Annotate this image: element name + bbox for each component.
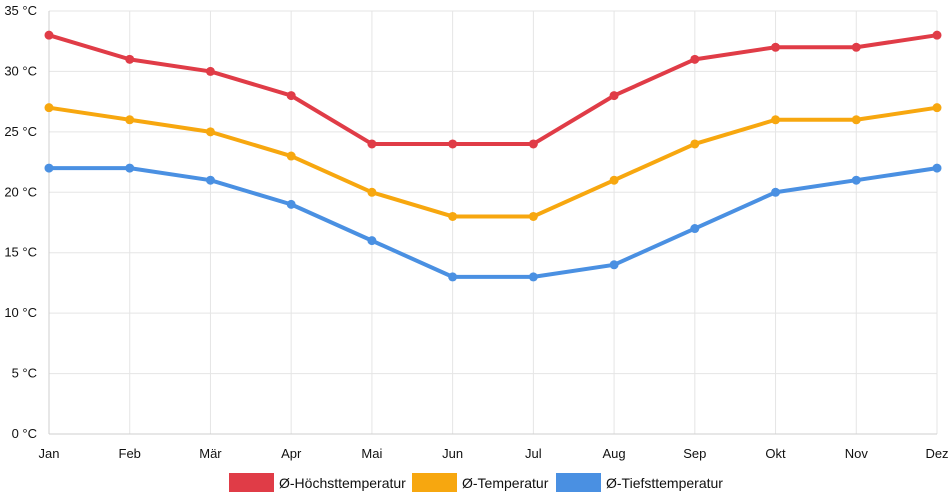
- y-tick-label: 5 °C: [12, 366, 37, 381]
- data-point[interactable]: [44, 30, 54, 40]
- y-tick-label: 20 °C: [4, 184, 37, 199]
- y-tick-label: 10 °C: [4, 305, 37, 320]
- data-point[interactable]: [367, 236, 377, 246]
- data-point[interactable]: [205, 175, 215, 185]
- legend-item[interactable]: Ø-Tiefsttemperatur: [556, 473, 723, 492]
- data-point[interactable]: [771, 115, 781, 125]
- legend-label: Ø-Tiefsttemperatur: [606, 475, 723, 491]
- x-axis-ticks: Jan Feb Mär Apr Mai Jun Jul Aug Sep Okt Nov Dez: [39, 446, 949, 461]
- data-point[interactable]: [528, 211, 538, 221]
- data-point[interactable]: [851, 42, 861, 52]
- y-tick-label: 30 °C: [4, 63, 37, 78]
- data-point[interactable]: [771, 42, 781, 52]
- data-point[interactable]: [528, 139, 538, 149]
- data-point[interactable]: [205, 66, 215, 76]
- data-point[interactable]: [609, 175, 619, 185]
- data-point[interactable]: [851, 115, 861, 125]
- x-tick-label: Jan: [39, 446, 60, 461]
- series-0: [44, 30, 942, 149]
- chart-series: [44, 30, 942, 282]
- y-tick-label: 15 °C: [4, 245, 37, 260]
- series-2: [44, 163, 942, 282]
- data-point[interactable]: [448, 139, 458, 149]
- x-tick-label: Mär: [199, 446, 222, 461]
- x-tick-label: Apr: [281, 446, 302, 461]
- y-tick-label: 35 °C: [4, 3, 37, 18]
- data-point[interactable]: [286, 151, 296, 161]
- data-point[interactable]: [367, 187, 377, 197]
- data-point[interactable]: [205, 127, 215, 137]
- legend-swatch: [556, 473, 601, 492]
- legend-label: Ø-Höchsttemperatur: [279, 475, 406, 491]
- data-point[interactable]: [690, 54, 700, 64]
- data-point[interactable]: [448, 211, 458, 221]
- legend-item[interactable]: Ø-Höchsttemperatur: [229, 473, 406, 492]
- data-point[interactable]: [286, 199, 296, 209]
- x-tick-label: Feb: [119, 446, 141, 461]
- data-point[interactable]: [932, 103, 942, 113]
- data-point[interactable]: [448, 272, 458, 282]
- data-point[interactable]: [44, 103, 54, 113]
- legend-swatch: [412, 473, 457, 492]
- y-axis-ticks: 0 °C 5 °C 10 °C 15 °C 20 °C 25 °C 30 °C 35 °C: [4, 3, 37, 441]
- legend-item[interactable]: Ø-Temperatur: [412, 473, 549, 492]
- x-tick-label: Sep: [683, 446, 706, 461]
- data-point[interactable]: [851, 175, 861, 185]
- data-point[interactable]: [932, 163, 942, 173]
- data-point[interactable]: [690, 224, 700, 234]
- x-tick-label: Dez: [925, 446, 948, 461]
- data-point[interactable]: [528, 272, 538, 282]
- x-tick-label: Mai: [361, 446, 382, 461]
- legend-label: Ø-Temperatur: [462, 475, 549, 491]
- x-tick-label: Jul: [525, 446, 542, 461]
- data-point[interactable]: [44, 163, 54, 173]
- data-point[interactable]: [125, 163, 135, 173]
- chart-legend: Ø-Höchsttemperatur Ø-Temperatur Ø-Tiefstte…: [229, 473, 723, 492]
- data-point[interactable]: [690, 139, 700, 149]
- x-tick-label: Okt: [765, 446, 786, 461]
- legend-swatch: [229, 473, 274, 492]
- data-point[interactable]: [367, 139, 377, 149]
- chart-grid: [48, 10, 938, 435]
- data-point[interactable]: [286, 91, 296, 101]
- data-point[interactable]: [932, 30, 942, 40]
- series-line: [47, 33, 939, 146]
- data-point[interactable]: [609, 91, 619, 101]
- x-tick-label: Nov: [845, 446, 869, 461]
- data-point[interactable]: [125, 54, 135, 64]
- data-point[interactable]: [609, 260, 619, 270]
- series-1: [44, 103, 942, 221]
- series-line: [47, 105, 939, 219]
- series-line: [47, 166, 939, 279]
- y-tick-label: 25 °C: [4, 124, 37, 139]
- data-point[interactable]: [771, 187, 781, 197]
- x-tick-label: Aug: [603, 446, 626, 461]
- x-tick-label: Jun: [442, 446, 463, 461]
- y-tick-label: 0 °C: [12, 426, 37, 441]
- data-point[interactable]: [125, 115, 135, 125]
